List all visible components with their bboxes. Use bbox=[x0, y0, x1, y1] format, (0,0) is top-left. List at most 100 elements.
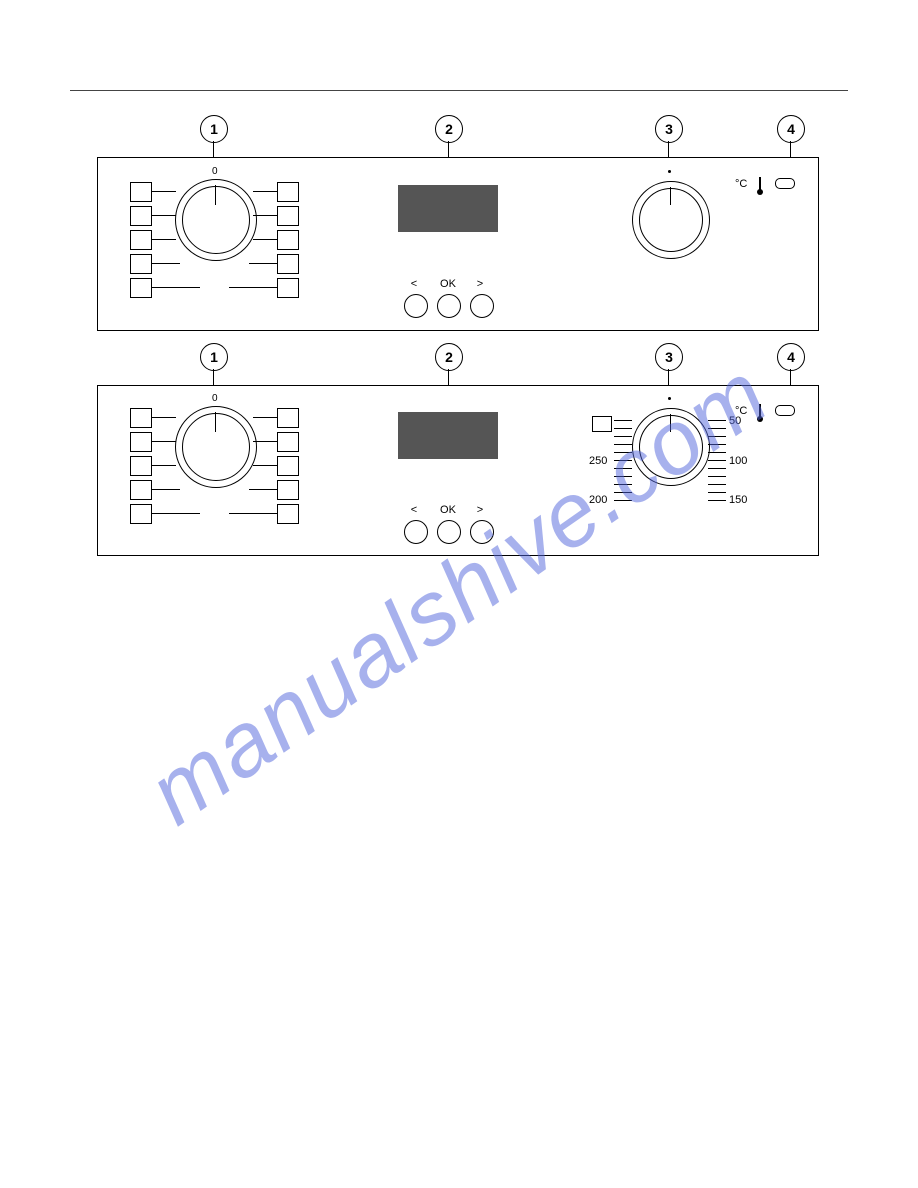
function-icon-fan bbox=[277, 432, 299, 452]
icon-connector bbox=[152, 215, 176, 216]
next-label: > bbox=[469, 504, 491, 516]
icon-connector bbox=[152, 263, 180, 264]
display-screen bbox=[398, 412, 498, 459]
icon-connector bbox=[253, 417, 277, 418]
temp-dot bbox=[668, 170, 671, 173]
scale-tick bbox=[614, 500, 632, 501]
zero-label: 0 bbox=[212, 166, 218, 177]
callout-label: 1 bbox=[210, 121, 218, 137]
function-icon-conventional bbox=[130, 480, 152, 500]
temp-indicator-light bbox=[775, 405, 795, 416]
callout-1-top: 1 bbox=[200, 115, 228, 143]
icon-connector bbox=[229, 287, 277, 288]
function-icon-defrost bbox=[130, 278, 152, 298]
ok-button[interactable] bbox=[437, 520, 461, 544]
function-knob-inner bbox=[182, 186, 250, 254]
scale-tick bbox=[708, 476, 726, 477]
icon-connector bbox=[253, 465, 277, 466]
function-icon-fan-bottom bbox=[277, 230, 299, 250]
icon-connector bbox=[253, 191, 277, 192]
function-icon-fan-heat bbox=[277, 408, 299, 428]
scale-tick bbox=[708, 468, 726, 469]
callout-label: 3 bbox=[665, 121, 673, 137]
callout-label: 4 bbox=[787, 349, 795, 365]
temp-label-100: 100 bbox=[729, 455, 747, 467]
icon-connector bbox=[253, 215, 277, 216]
icon-connector bbox=[229, 513, 277, 514]
temp-label-200: 200 bbox=[589, 494, 607, 506]
icon-connector bbox=[152, 417, 176, 418]
function-icon-light bbox=[130, 182, 152, 202]
function-icon-pizza bbox=[277, 504, 299, 524]
scale-tick bbox=[614, 444, 632, 445]
icon-connector bbox=[152, 441, 176, 442]
scale-tick bbox=[708, 500, 726, 501]
scale-tick bbox=[614, 436, 632, 437]
function-icon-fan bbox=[277, 206, 299, 226]
callout-label: 4 bbox=[787, 121, 795, 137]
function-icon-conventional bbox=[130, 254, 152, 274]
prev-button[interactable] bbox=[404, 520, 428, 544]
scale-tick bbox=[614, 492, 632, 493]
function-icon-bottom-heat bbox=[130, 230, 152, 250]
thermometer-icon bbox=[759, 177, 761, 191]
callout-4-bottom: 4 bbox=[777, 343, 805, 371]
function-icon-fan-bottom bbox=[277, 456, 299, 476]
callout-2-bottom: 2 bbox=[435, 343, 463, 371]
callout-label: 3 bbox=[665, 349, 673, 365]
scale-tick bbox=[614, 484, 632, 485]
scale-tick bbox=[708, 492, 726, 493]
prev-button[interactable] bbox=[404, 294, 428, 318]
icon-connector bbox=[152, 191, 176, 192]
knob-marker bbox=[215, 412, 216, 432]
icon-connector bbox=[152, 287, 200, 288]
callout-label: 1 bbox=[210, 349, 218, 365]
prev-label: < bbox=[403, 504, 425, 516]
function-icon-grill bbox=[277, 254, 299, 274]
next-button[interactable] bbox=[470, 294, 494, 318]
callout-label: 2 bbox=[445, 121, 453, 137]
icon-connector bbox=[152, 465, 176, 466]
callout-3-top: 3 bbox=[655, 115, 683, 143]
function-icon-pizza bbox=[277, 278, 299, 298]
knob-marker bbox=[215, 185, 216, 205]
function-knob-inner bbox=[182, 413, 250, 481]
function-icon-grill bbox=[277, 480, 299, 500]
temp-label-250: 250 bbox=[589, 455, 607, 467]
knob-marker bbox=[670, 414, 671, 432]
temperature-knob-inner bbox=[639, 188, 703, 252]
scale-tick bbox=[614, 420, 632, 421]
callout-1-bottom: 1 bbox=[200, 343, 228, 371]
zero-label: 0 bbox=[212, 393, 218, 404]
scale-tick bbox=[708, 420, 726, 421]
ok-label: OK bbox=[434, 278, 462, 290]
temp-indicator-light bbox=[775, 178, 795, 189]
scale-tick bbox=[614, 452, 632, 453]
scale-tick bbox=[708, 484, 726, 485]
display-screen bbox=[398, 185, 498, 232]
scale-tick bbox=[708, 452, 726, 453]
icon-connector bbox=[152, 513, 200, 514]
scale-tick bbox=[614, 476, 632, 477]
knob-marker bbox=[670, 187, 671, 205]
function-icon-top-heat bbox=[130, 432, 152, 452]
icon-connector bbox=[253, 239, 277, 240]
function-icon-defrost bbox=[130, 504, 152, 524]
scale-tick bbox=[614, 460, 632, 461]
temp-label-150: 150 bbox=[729, 494, 747, 506]
temp-max-icon bbox=[592, 416, 612, 432]
header-rule bbox=[70, 90, 848, 91]
thermometer-icon bbox=[759, 404, 761, 418]
next-label: > bbox=[469, 278, 491, 290]
page-root: 1 2 3 4 0 < OK > °C 1 2 bbox=[0, 0, 918, 1188]
prev-label: < bbox=[403, 278, 425, 290]
icon-connector bbox=[249, 489, 277, 490]
callout-3-bottom: 3 bbox=[655, 343, 683, 371]
function-icon-bottom-heat bbox=[130, 456, 152, 476]
function-icon-fan-heat bbox=[277, 182, 299, 202]
scale-tick bbox=[614, 468, 632, 469]
temp-dot bbox=[668, 397, 671, 400]
celsius-label: °C bbox=[735, 405, 747, 417]
ok-button[interactable] bbox=[437, 294, 461, 318]
next-button[interactable] bbox=[470, 520, 494, 544]
